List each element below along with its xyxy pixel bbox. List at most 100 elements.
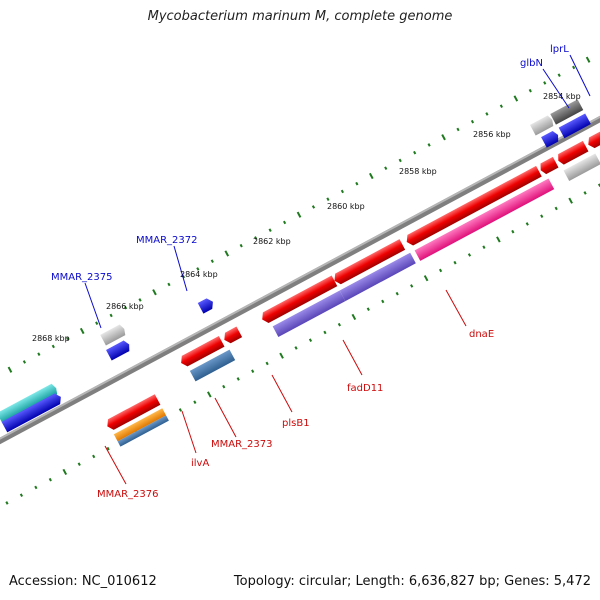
minor-tick [37,352,41,356]
gene-ilvA[interactable] [178,336,225,368]
major-tick [585,56,591,63]
gene-label-ilvA[interactable]: ilvA [191,458,209,469]
minor-tick [384,166,388,171]
gene-red-long-1[interactable] [332,239,406,286]
minor-tick [236,377,240,381]
minor-tick [196,267,200,271]
gene-label-plsB1[interactable]: plsB1 [282,418,310,429]
minor-tick [51,344,55,349]
minor-tick [222,384,226,389]
minor-tick [34,485,38,490]
minor-tick [92,454,96,459]
minor-tick [5,501,9,505]
major-tick [568,197,573,204]
gene-plsB1[interactable] [259,275,338,325]
minor-tick [265,361,269,366]
gene-MMAR_2375-arrow[interactable] [106,339,132,361]
scale-label: 2856 kbp [473,130,511,139]
minor-tick [410,284,414,288]
gene-red-small-2[interactable] [538,156,559,176]
minor-tick [438,268,443,273]
gene-label-MMAR_2375[interactable]: MMAR_2375 [51,272,113,283]
gene-red-tiny[interactable] [221,326,243,346]
major-tick [7,366,13,373]
minor-tick [66,336,70,341]
minor-tick [251,369,255,373]
minor-tick [167,282,171,287]
gene-red-small-1[interactable] [104,394,161,432]
minor-tick [311,205,316,209]
minor-tick [398,158,402,163]
scale-label: 2866 kbp [106,302,144,311]
minor-tick [395,291,399,296]
gene-gray-right[interactable] [530,115,555,136]
major-tick [423,275,429,282]
gene-label-glbN[interactable]: glbN [520,58,543,69]
gene-label-fadD11[interactable]: fadD11 [347,383,383,394]
minor-tick [583,191,587,195]
gene-MMAR_2372-arrow[interactable] [197,296,216,314]
gene-label-lprL[interactable]: lprL [550,44,569,55]
minor-tick [456,127,460,132]
minor-tick [511,229,515,234]
minor-tick [254,236,258,240]
minor-tick [77,462,81,466]
gene-dnaE[interactable] [404,165,542,247]
map-title: Mycobacterium marinum M, complete genome [147,9,453,24]
minor-tick [366,307,370,311]
gene-MMAR_2376[interactable] [113,408,167,442]
gene-label-MMAR_2372[interactable]: MMAR_2372 [136,235,198,246]
minor-tick [337,322,341,327]
minor-tick [294,346,298,350]
minor-tick [138,298,142,302]
gene-labels: lprL glbN MMAR_2372 MMAR_2375 dnaE fadD1… [51,44,569,500]
gene-glbN-arrow[interactable] [541,130,561,148]
major-tick [496,236,501,243]
minor-tick [326,197,330,202]
gene-lprL-arrow[interactable] [558,113,591,139]
label-leaders [84,54,591,485]
major-tick [152,289,157,296]
outer-scale-ticks [7,56,591,373]
major-tick [296,211,302,218]
major-tick [224,250,230,257]
gene-label-MMAR_2373[interactable]: MMAR_2373 [211,439,273,450]
minor-tick [282,220,287,225]
minor-tick [106,446,110,451]
minor-tick [340,189,344,194]
minor-tick [381,299,385,304]
gene-label-dnaE[interactable]: dnaE [469,329,494,340]
minor-tick [95,321,99,326]
gene-fadD11[interactable] [272,290,346,337]
genome-backbone [0,97,600,463]
major-tick [513,95,519,102]
minor-tick [48,477,52,482]
minor-tick [499,104,503,109]
gene-MMAR_2376-steel[interactable] [117,415,169,447]
minor-tick [427,143,431,147]
gene-gray-inner[interactable] [563,153,600,182]
minor-tick [470,119,475,124]
gene-dnaE-pink[interactable] [414,178,555,261]
minor-tick [540,214,544,218]
minor-tick [467,253,472,257]
gene-MMAR_2373[interactable] [189,349,236,382]
scale-label: 2862 kbp [253,237,291,246]
accession-text: Accession: NC_010612 [9,574,157,589]
minor-tick [485,112,489,116]
minor-tick [19,493,24,497]
scale-label: 2854 kbp [543,92,581,101]
gene-gray-left[interactable] [100,324,127,346]
gene-fadD11-b[interactable] [339,252,416,302]
minor-tick [308,338,313,342]
gene-blue-left[interactable] [1,392,64,433]
gene-dark-gray[interactable] [550,99,584,125]
minor-tick [210,259,214,264]
minor-tick [572,65,576,70]
gene-red-small-3[interactable] [555,140,589,166]
gene-cyan[interactable] [0,383,59,424]
gene-label-MMAR_2376[interactable]: MMAR_2376 [97,489,159,500]
minor-tick [543,81,547,85]
major-tick [62,468,68,476]
